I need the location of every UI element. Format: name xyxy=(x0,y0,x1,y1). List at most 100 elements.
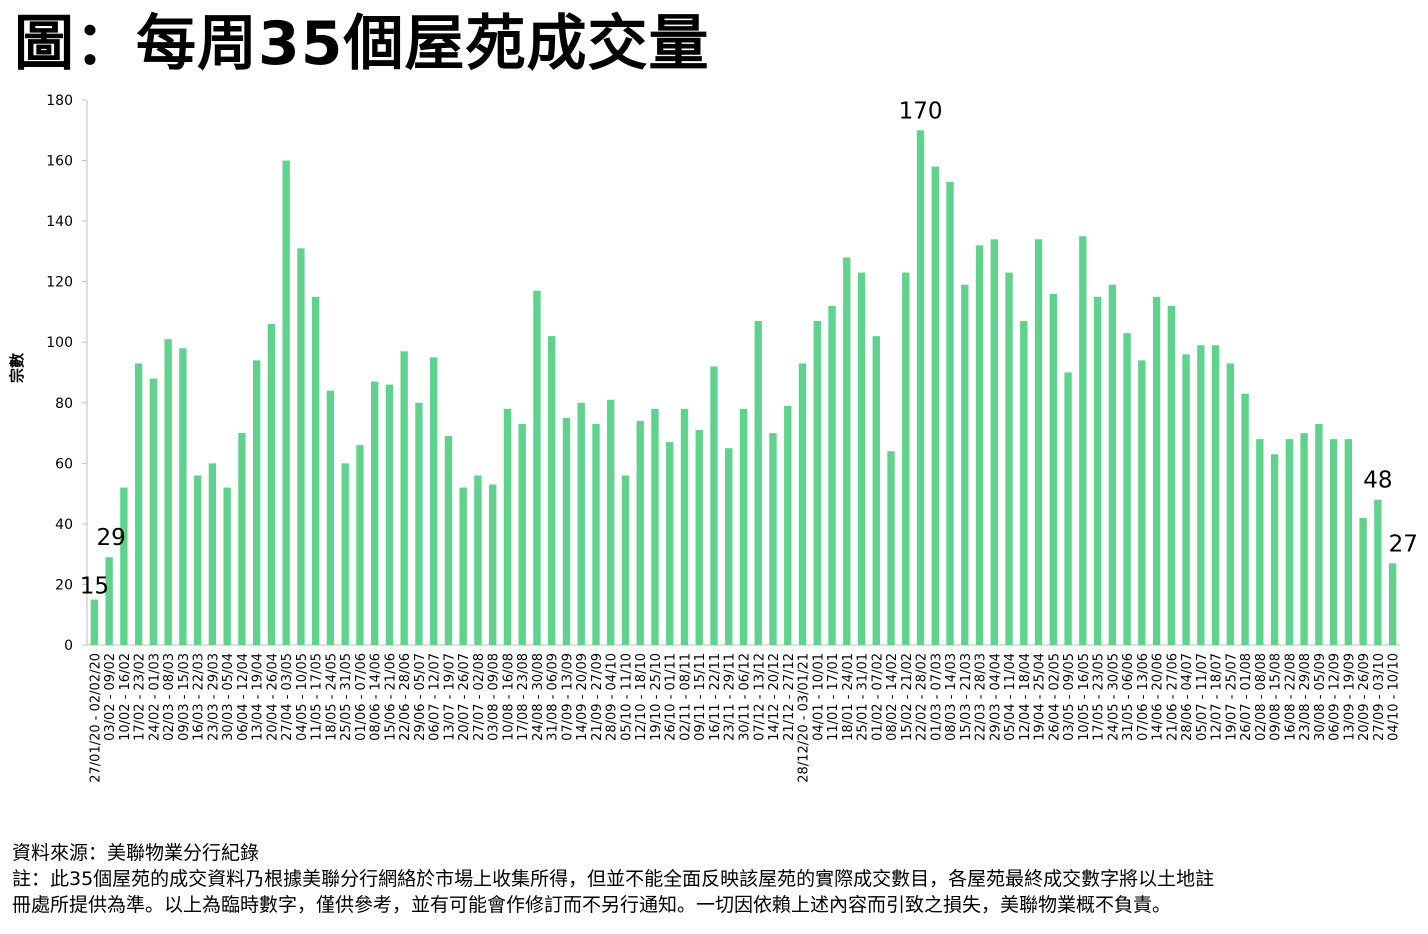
x-tick-label: 13/04 - 19/04 xyxy=(251,653,266,741)
x-tick-label: 06/09 - 12/09 xyxy=(1328,653,1343,741)
x-tick-label: 07/09 - 13/09 xyxy=(560,653,575,741)
x-tick-label: 22/03 - 28/03 xyxy=(974,653,989,741)
bar xyxy=(1315,423,1323,645)
data-label: 29 xyxy=(96,525,125,551)
y-axis: 0 20 40 60 80 100 120 140 160 180 xyxy=(46,93,1400,654)
data-label: 27 xyxy=(1389,531,1418,557)
bar xyxy=(798,363,807,645)
x-tick-label: 27/07 - 02/08 xyxy=(472,653,487,741)
y-tick-label: 160 xyxy=(46,154,73,170)
bar xyxy=(607,399,615,645)
x-tick-label: 27/09 - 03/10 xyxy=(1372,653,1387,741)
footer-notes: 資料來源：美聯物業分行紀錄 註：此35個屋苑的成交資料乃根據美聯分行網絡於市場上… xyxy=(12,840,1214,918)
source-note: 資料來源：美聯物業分行紀錄 xyxy=(12,842,260,864)
x-tick-label: 10/05 - 16/05 xyxy=(1077,653,1092,741)
bar xyxy=(430,357,438,645)
x-tick-label: 17/08 - 23/08 xyxy=(516,653,531,741)
x-tick-label: 23/03 - 29/03 xyxy=(206,653,221,741)
bars xyxy=(90,130,1397,646)
x-tick-label: 28/12/20 - 03/01/21 xyxy=(797,653,812,783)
bar xyxy=(459,487,467,645)
x-tick-label: 19/10 - 25/10 xyxy=(649,653,664,741)
bar xyxy=(739,408,748,645)
x-tick-label: 02/03 - 08/03 xyxy=(162,653,177,741)
bar xyxy=(1034,239,1043,645)
bar xyxy=(916,130,925,645)
x-tick-label: 09/08 - 15/08 xyxy=(1269,653,1284,741)
data-label: 15 xyxy=(80,574,109,600)
bar xyxy=(710,366,718,645)
bar xyxy=(385,384,394,645)
x-tick-label: 16/11 - 22/11 xyxy=(708,653,723,741)
bar xyxy=(813,321,821,645)
data-labels: 15 29 170 48 27 xyxy=(80,98,1418,599)
x-tick-label: 08/02 - 14/02 xyxy=(885,653,900,741)
x-tick-label: 12/07 - 18/07 xyxy=(1210,653,1225,741)
x-tick-label: 13/09 - 19/09 xyxy=(1342,653,1357,741)
x-tick-label: 14/12 - 20/12 xyxy=(767,653,782,741)
bar xyxy=(1211,345,1220,645)
bar xyxy=(931,166,939,645)
bar xyxy=(1329,439,1338,645)
x-tick-label: 30/11 - 06/12 xyxy=(738,653,753,741)
x-tick-label: 27/04 - 03/05 xyxy=(280,653,295,741)
x-tick-label: 06/04 - 12/04 xyxy=(236,653,251,741)
y-tick-label: 0 xyxy=(64,638,73,654)
bar xyxy=(1285,439,1294,645)
bar xyxy=(562,417,571,645)
x-tick-label: 22/02 - 28/02 xyxy=(915,653,930,741)
bar xyxy=(1374,499,1382,645)
x-tick-label: 30/08 - 05/09 xyxy=(1313,653,1328,741)
bar xyxy=(1093,296,1102,645)
x-tick-label: 26/04 - 02/05 xyxy=(1047,653,1062,741)
bar xyxy=(843,257,851,645)
x-tick-label: 03/02 - 09/02 xyxy=(103,653,118,741)
bar xyxy=(1270,454,1279,645)
x-tick-label: 02/11 - 08/11 xyxy=(678,653,693,741)
x-tick-label: 24/02 - 01/03 xyxy=(147,653,162,741)
bar xyxy=(533,290,541,645)
bar xyxy=(1005,272,1013,645)
y-tick-label: 40 xyxy=(55,517,73,533)
x-tick-label: 19/04 - 25/04 xyxy=(1033,653,1048,741)
bar xyxy=(326,390,335,645)
chart-title: 圖：每周35個屋苑成交量 xyxy=(14,9,710,79)
x-tick-label: 06/07 - 12/07 xyxy=(428,653,443,741)
bar xyxy=(1300,433,1308,645)
bar xyxy=(857,272,866,645)
x-tick-label: 18/05 - 24/05 xyxy=(324,653,339,741)
bar xyxy=(887,451,895,645)
x-tick-label: 01/06 - 07/06 xyxy=(354,653,369,741)
bar xyxy=(518,423,526,645)
bar xyxy=(1079,236,1087,645)
bar xyxy=(356,445,364,645)
bar xyxy=(1344,439,1353,645)
x-tick-label: 20/04 - 26/04 xyxy=(265,653,280,741)
x-tick-label: 07/06 - 13/06 xyxy=(1136,653,1151,741)
x-tick-label: 14/09 - 20/09 xyxy=(575,653,590,741)
bar xyxy=(415,402,423,645)
x-tick-label: 11/05 - 17/05 xyxy=(310,653,325,741)
x-tick-label: 27/01/20 - 02/02/20 xyxy=(88,653,103,783)
bar xyxy=(621,475,630,645)
bar xyxy=(1167,305,1176,645)
x-tick-label: 10/02 - 16/02 xyxy=(118,653,133,741)
bar xyxy=(946,181,954,645)
bar xyxy=(651,408,659,645)
bar xyxy=(503,408,512,645)
bar xyxy=(1123,333,1131,645)
bar xyxy=(223,487,231,645)
bar xyxy=(695,430,703,645)
x-tick-label: 15/03 - 21/03 xyxy=(959,653,974,741)
bar xyxy=(636,420,644,645)
x-tick-label: 31/08 - 06/09 xyxy=(546,653,561,741)
x-tick-label: 19/07 - 25/07 xyxy=(1224,653,1239,741)
x-tick-label: 25/01 - 31/01 xyxy=(856,653,871,741)
x-tick-label: 05/04 - 11/04 xyxy=(1003,653,1018,741)
bar xyxy=(164,339,172,645)
x-tick-label: 13/07 - 19/07 xyxy=(442,653,457,741)
bar xyxy=(1388,563,1397,645)
x-tick-label: 28/06 - 04/07 xyxy=(1180,653,1195,741)
y-tick-label: 120 xyxy=(46,275,73,291)
bar xyxy=(1108,284,1117,645)
